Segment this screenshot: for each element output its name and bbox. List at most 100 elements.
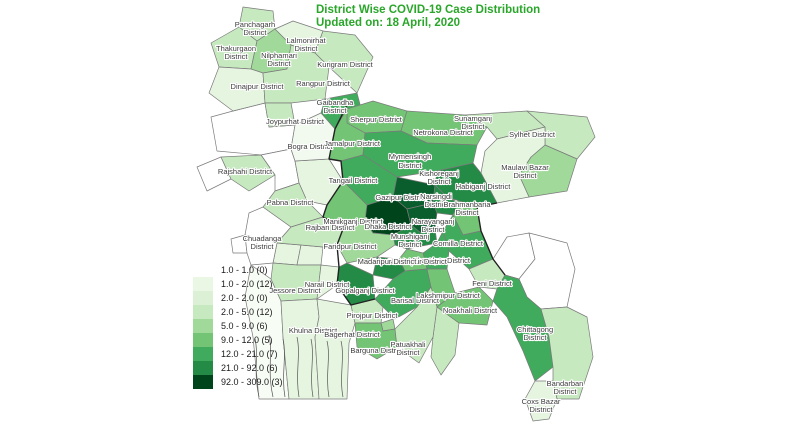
district-label: Brahmanbaria	[443, 200, 491, 209]
district-coxs-bazar[interactable]	[524, 380, 558, 422]
district-label: Narsingdi	[420, 192, 452, 201]
district-label: Madaripur District	[358, 257, 418, 266]
district-label: Habiganj District	[456, 182, 512, 191]
title-line1: District Wise COVID-19 Case Distribution	[316, 4, 541, 16]
district-label: Feni District	[472, 279, 513, 288]
district-label: Rajbari District	[306, 223, 356, 232]
division-border-west	[322, 104, 376, 306]
district-label: Kurigram District	[317, 60, 373, 69]
district-label: Faridpur District	[324, 242, 378, 251]
district-label: Sherpur District	[350, 115, 403, 124]
district-label: Tangail District	[329, 176, 379, 185]
district-label: Jessore District	[269, 286, 321, 295]
district-label: District	[399, 161, 423, 170]
legend-swatch	[193, 319, 213, 333]
district-label: Coxs Bazar	[522, 397, 561, 406]
district-label: Nilphamari	[261, 51, 297, 60]
legend-swatch	[193, 291, 213, 305]
legend-row: 1.0 - 2.0 (12)	[193, 277, 283, 291]
district-label: Patuakhali	[390, 340, 425, 349]
district-label: Khulna District	[289, 326, 338, 335]
district-label: Bagerhat District	[324, 330, 380, 339]
district-label: Narayanganj	[412, 217, 455, 226]
legend-row: 21.0 - 92.0 (6)	[193, 361, 283, 375]
district-rajshahi[interactable]	[220, 154, 276, 192]
legend-row: 12.0 - 21.0 (7)	[193, 347, 283, 361]
district-bandarban[interactable]	[540, 306, 594, 400]
sundarbans-channel	[310, 338, 314, 398]
district-habiganj[interactable]	[480, 126, 546, 204]
district-label: Gopalganj District	[335, 286, 395, 295]
legend-swatch	[193, 263, 213, 277]
district-label: District	[422, 225, 446, 234]
legend-row: 5.0 - 9.0 (6)	[193, 319, 283, 333]
district-label: Thakurgaon	[216, 44, 256, 53]
district-label: Bandarban	[547, 379, 584, 388]
district-label: Sunamganj	[454, 114, 492, 123]
sundarbans-channel	[282, 338, 286, 398]
district-label: Narail District	[305, 280, 351, 289]
district-label: Rangpur District	[296, 79, 351, 88]
district-label: Barguna District	[350, 346, 404, 355]
district-label: Pabna District	[267, 198, 315, 207]
district-label: District	[530, 405, 554, 414]
legend: 1.0 - 1.0 (0) 1.0 - 2.0 (12) 2.0 - 2.0 (…	[193, 263, 283, 389]
district-label: District	[251, 242, 275, 251]
legend-range-label: 92.0 - 309.0 (3)	[221, 377, 283, 387]
district-label: Rajshahi District	[218, 167, 273, 176]
district-jhenaidah[interactable]	[272, 242, 302, 266]
district-label: District	[397, 348, 421, 357]
district-chuadanga[interactable]	[244, 234, 278, 266]
legend-range-label: 5.0 - 9.0 (6)	[221, 321, 268, 331]
district-label: Lalmonirhat	[286, 36, 326, 45]
district-label: Gazipur District	[375, 193, 427, 202]
district-magura[interactable]	[296, 244, 324, 266]
district-label: Bogra District	[287, 142, 333, 151]
sundarbans-channel	[296, 336, 300, 398]
district-label: Comilla District	[433, 239, 484, 248]
legend-row: 9.0 - 12.0 (5)	[193, 333, 283, 347]
legend-row: 92.0 - 309.0 (3)	[193, 375, 283, 389]
legend-row: 1.0 - 1.0 (0)	[193, 263, 283, 277]
district-label: Dinajpur District	[231, 82, 285, 91]
district-label: District	[524, 333, 548, 342]
legend-swatch	[193, 361, 213, 375]
district-label: Barisal District	[391, 296, 440, 305]
district-label: District	[244, 28, 268, 37]
district-label: District	[462, 122, 486, 131]
legend-swatch	[193, 347, 213, 361]
district-label: District	[425, 200, 449, 209]
legend-swatch	[193, 305, 213, 319]
district-label: Jamalpur District	[324, 139, 381, 148]
legend-range-label: 2.0 - 5.0 (12)	[221, 307, 273, 317]
legend-range-label: 1.0 - 1.0 (0)	[221, 265, 268, 275]
district-label: Lakshmipur District	[416, 291, 481, 300]
district-faridpur[interactable]	[336, 220, 396, 264]
district-label: Kishoreganj	[419, 169, 459, 178]
district-label: Manikganj District	[323, 217, 383, 226]
sundarbans-channel	[254, 338, 260, 398]
legend-range-label: 1.0 - 2.0 (12)	[221, 279, 273, 289]
district-label: Shariatpur District	[387, 257, 448, 266]
legend-row: 2.0 - 5.0 (12)	[193, 305, 283, 319]
legend-swatch	[193, 277, 213, 291]
district-patuakhali[interactable]	[394, 286, 438, 364]
sundarbans-channel	[268, 334, 274, 398]
district-label: District	[514, 171, 538, 180]
district-label: Sylhet District	[509, 130, 556, 139]
title-line2: Updated on: 18 April, 2020	[316, 17, 460, 29]
legend-row: 2.0 - 2.0 (0)	[193, 291, 283, 305]
district-munshiganj[interactable]	[392, 224, 438, 250]
legend-range-label: 9.0 - 12.0 (5)	[221, 335, 273, 345]
district-label: Dhaka District	[365, 222, 413, 231]
district-label: Joypurhat District	[266, 117, 325, 126]
map-title: District Wise COVID-19 Case Distribution…	[316, 4, 540, 30]
legend-range-label: 2.0 - 2.0 (0)	[221, 293, 268, 303]
district-label: Noakhali District	[443, 306, 498, 315]
district-label: District	[295, 44, 319, 53]
district-label: District	[456, 208, 480, 217]
legend-swatch	[193, 375, 213, 389]
district-label: Panchagarh	[235, 20, 275, 29]
sundarbans-channel	[340, 340, 344, 398]
